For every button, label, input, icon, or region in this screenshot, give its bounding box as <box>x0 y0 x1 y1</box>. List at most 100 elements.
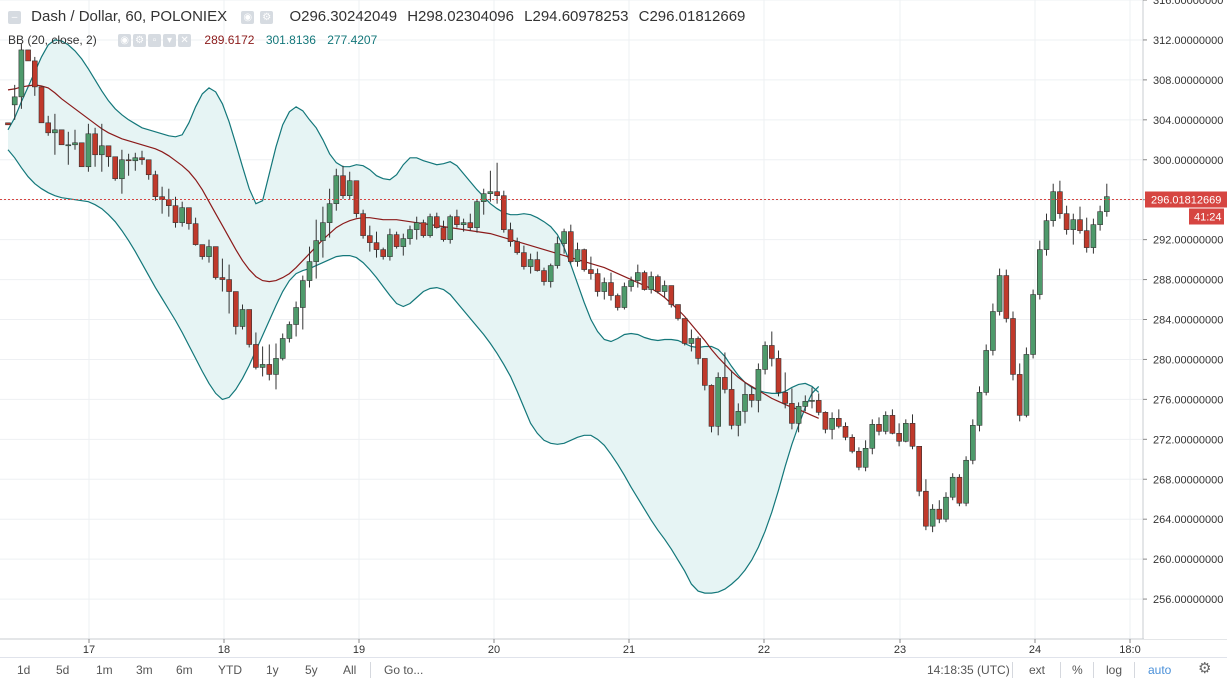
settings-icon[interactable]: ⚙ <box>133 34 147 48</box>
high-value: H298.02304096 <box>407 8 514 25</box>
candle <box>882 411 889 435</box>
candle-body <box>923 490 929 527</box>
more-icon[interactable]: ▾ <box>163 34 177 48</box>
indicator-name[interactable]: BB (20, close, 2) <box>8 33 97 47</box>
time-tick-label: 18:0 <box>1119 644 1140 656</box>
range-ytd[interactable]: YTD <box>218 663 242 677</box>
candle <box>856 447 862 471</box>
candle-body <box>487 191 494 194</box>
price-chart[interactable]: 316.00000000 312.00000000 308.00000000 304.… <box>0 0 1227 657</box>
candle <box>233 291 239 335</box>
price-tick-label: 292.00000000 <box>1153 235 1223 247</box>
clock-time[interactable]: 14:18:35 (UTC) <box>927 663 1010 677</box>
candle <box>795 402 802 433</box>
candle-body <box>5 122 11 126</box>
open-value: O296.30242049 <box>289 8 398 25</box>
candle <box>179 201 185 227</box>
collapse-icon[interactable]: – <box>8 10 21 24</box>
candle-body <box>212 246 219 278</box>
candle <box>534 251 541 272</box>
candle <box>715 372 722 436</box>
candle <box>547 263 554 288</box>
candle-body <box>360 213 366 236</box>
candle <box>541 267 547 286</box>
candle <box>641 270 648 291</box>
candle-body <box>601 282 608 292</box>
candle <box>923 479 929 531</box>
range-5d[interactable]: 5d <box>56 663 70 677</box>
range-1y[interactable]: 1y <box>266 663 279 677</box>
candle-body <box>695 338 701 359</box>
candle-body <box>45 122 52 134</box>
candle <box>152 170 159 201</box>
candle <box>413 216 420 240</box>
candle <box>849 434 856 454</box>
candle-body <box>976 392 983 426</box>
candle <box>460 218 467 232</box>
settings-icon[interactable]: ⚙ <box>1198 660 1212 677</box>
candle-body <box>708 385 715 427</box>
ext-toggle[interactable]: ext <box>1029 663 1046 677</box>
price-tick-label: 280.00000000 <box>1153 354 1223 366</box>
candle <box>963 456 969 507</box>
candle-body <box>226 279 232 292</box>
candle <box>775 350 782 397</box>
candle <box>835 409 842 429</box>
candle <box>608 272 614 301</box>
remove-icon[interactable]: ✕ <box>178 34 192 48</box>
price-tick-label: 288.00000000 <box>1153 275 1223 287</box>
candle-body <box>929 508 936 527</box>
range-5y[interactable]: 5y <box>305 663 318 677</box>
candle-body <box>313 240 320 262</box>
candle <box>420 219 427 238</box>
percent-toggle[interactable]: % <box>1072 663 1083 677</box>
candle-body <box>199 244 206 257</box>
log-toggle[interactable]: log <box>1106 663 1123 677</box>
price-tick-label: 284.00000000 <box>1153 315 1223 327</box>
range-all[interactable]: All <box>343 663 357 677</box>
candle <box>829 412 835 440</box>
candle-body <box>92 133 98 156</box>
candle-body <box>1010 318 1016 375</box>
goto-button[interactable]: Go to... <box>384 663 424 677</box>
candle <box>876 417 882 436</box>
candle <box>1070 213 1077 245</box>
candle-body <box>299 280 306 308</box>
candle <box>487 170 494 202</box>
range-1m[interactable]: 1m <box>96 663 113 677</box>
eye-icon[interactable]: ◉ <box>241 11 255 25</box>
candle-body <box>835 418 842 427</box>
candle <box>514 237 521 255</box>
eye-icon[interactable]: ◉ <box>118 34 132 48</box>
auto-toggle[interactable]: auto <box>1148 663 1172 677</box>
range-6m[interactable]: 6m <box>176 663 193 677</box>
candle-body <box>78 142 85 168</box>
countdown-label: 41:24 <box>1194 212 1222 224</box>
candle <box>387 228 393 261</box>
candle-body <box>454 216 460 225</box>
candle <box>172 196 179 228</box>
candle-body <box>172 205 179 223</box>
candle <box>688 329 695 352</box>
range-1d[interactable]: 1d <box>17 663 31 677</box>
candle <box>916 446 923 497</box>
candle <box>313 219 320 279</box>
candle-body <box>1016 374 1023 416</box>
candle <box>628 276 634 292</box>
chart-header: – Dash / Dollar, 60, POLONIEX ◉ ⚙ O296.30… <box>8 8 751 26</box>
candle-body <box>1003 275 1010 319</box>
source-icon[interactable]: ▫ <box>148 34 162 48</box>
candle <box>293 301 299 337</box>
candle <box>929 504 936 533</box>
candle <box>360 209 366 239</box>
candle-body <box>186 207 192 224</box>
range-3m[interactable]: 3m <box>136 663 153 677</box>
candle <box>219 258 226 292</box>
candle <box>85 123 92 172</box>
symbol-title[interactable]: Dash / Dollar, 60, POLONIEX <box>31 8 228 25</box>
candle <box>427 213 433 238</box>
candle-body <box>655 276 661 292</box>
price-axis-bg <box>1144 0 1227 639</box>
candle-body <box>534 259 541 271</box>
settings-icon[interactable]: ⚙ <box>260 11 274 25</box>
